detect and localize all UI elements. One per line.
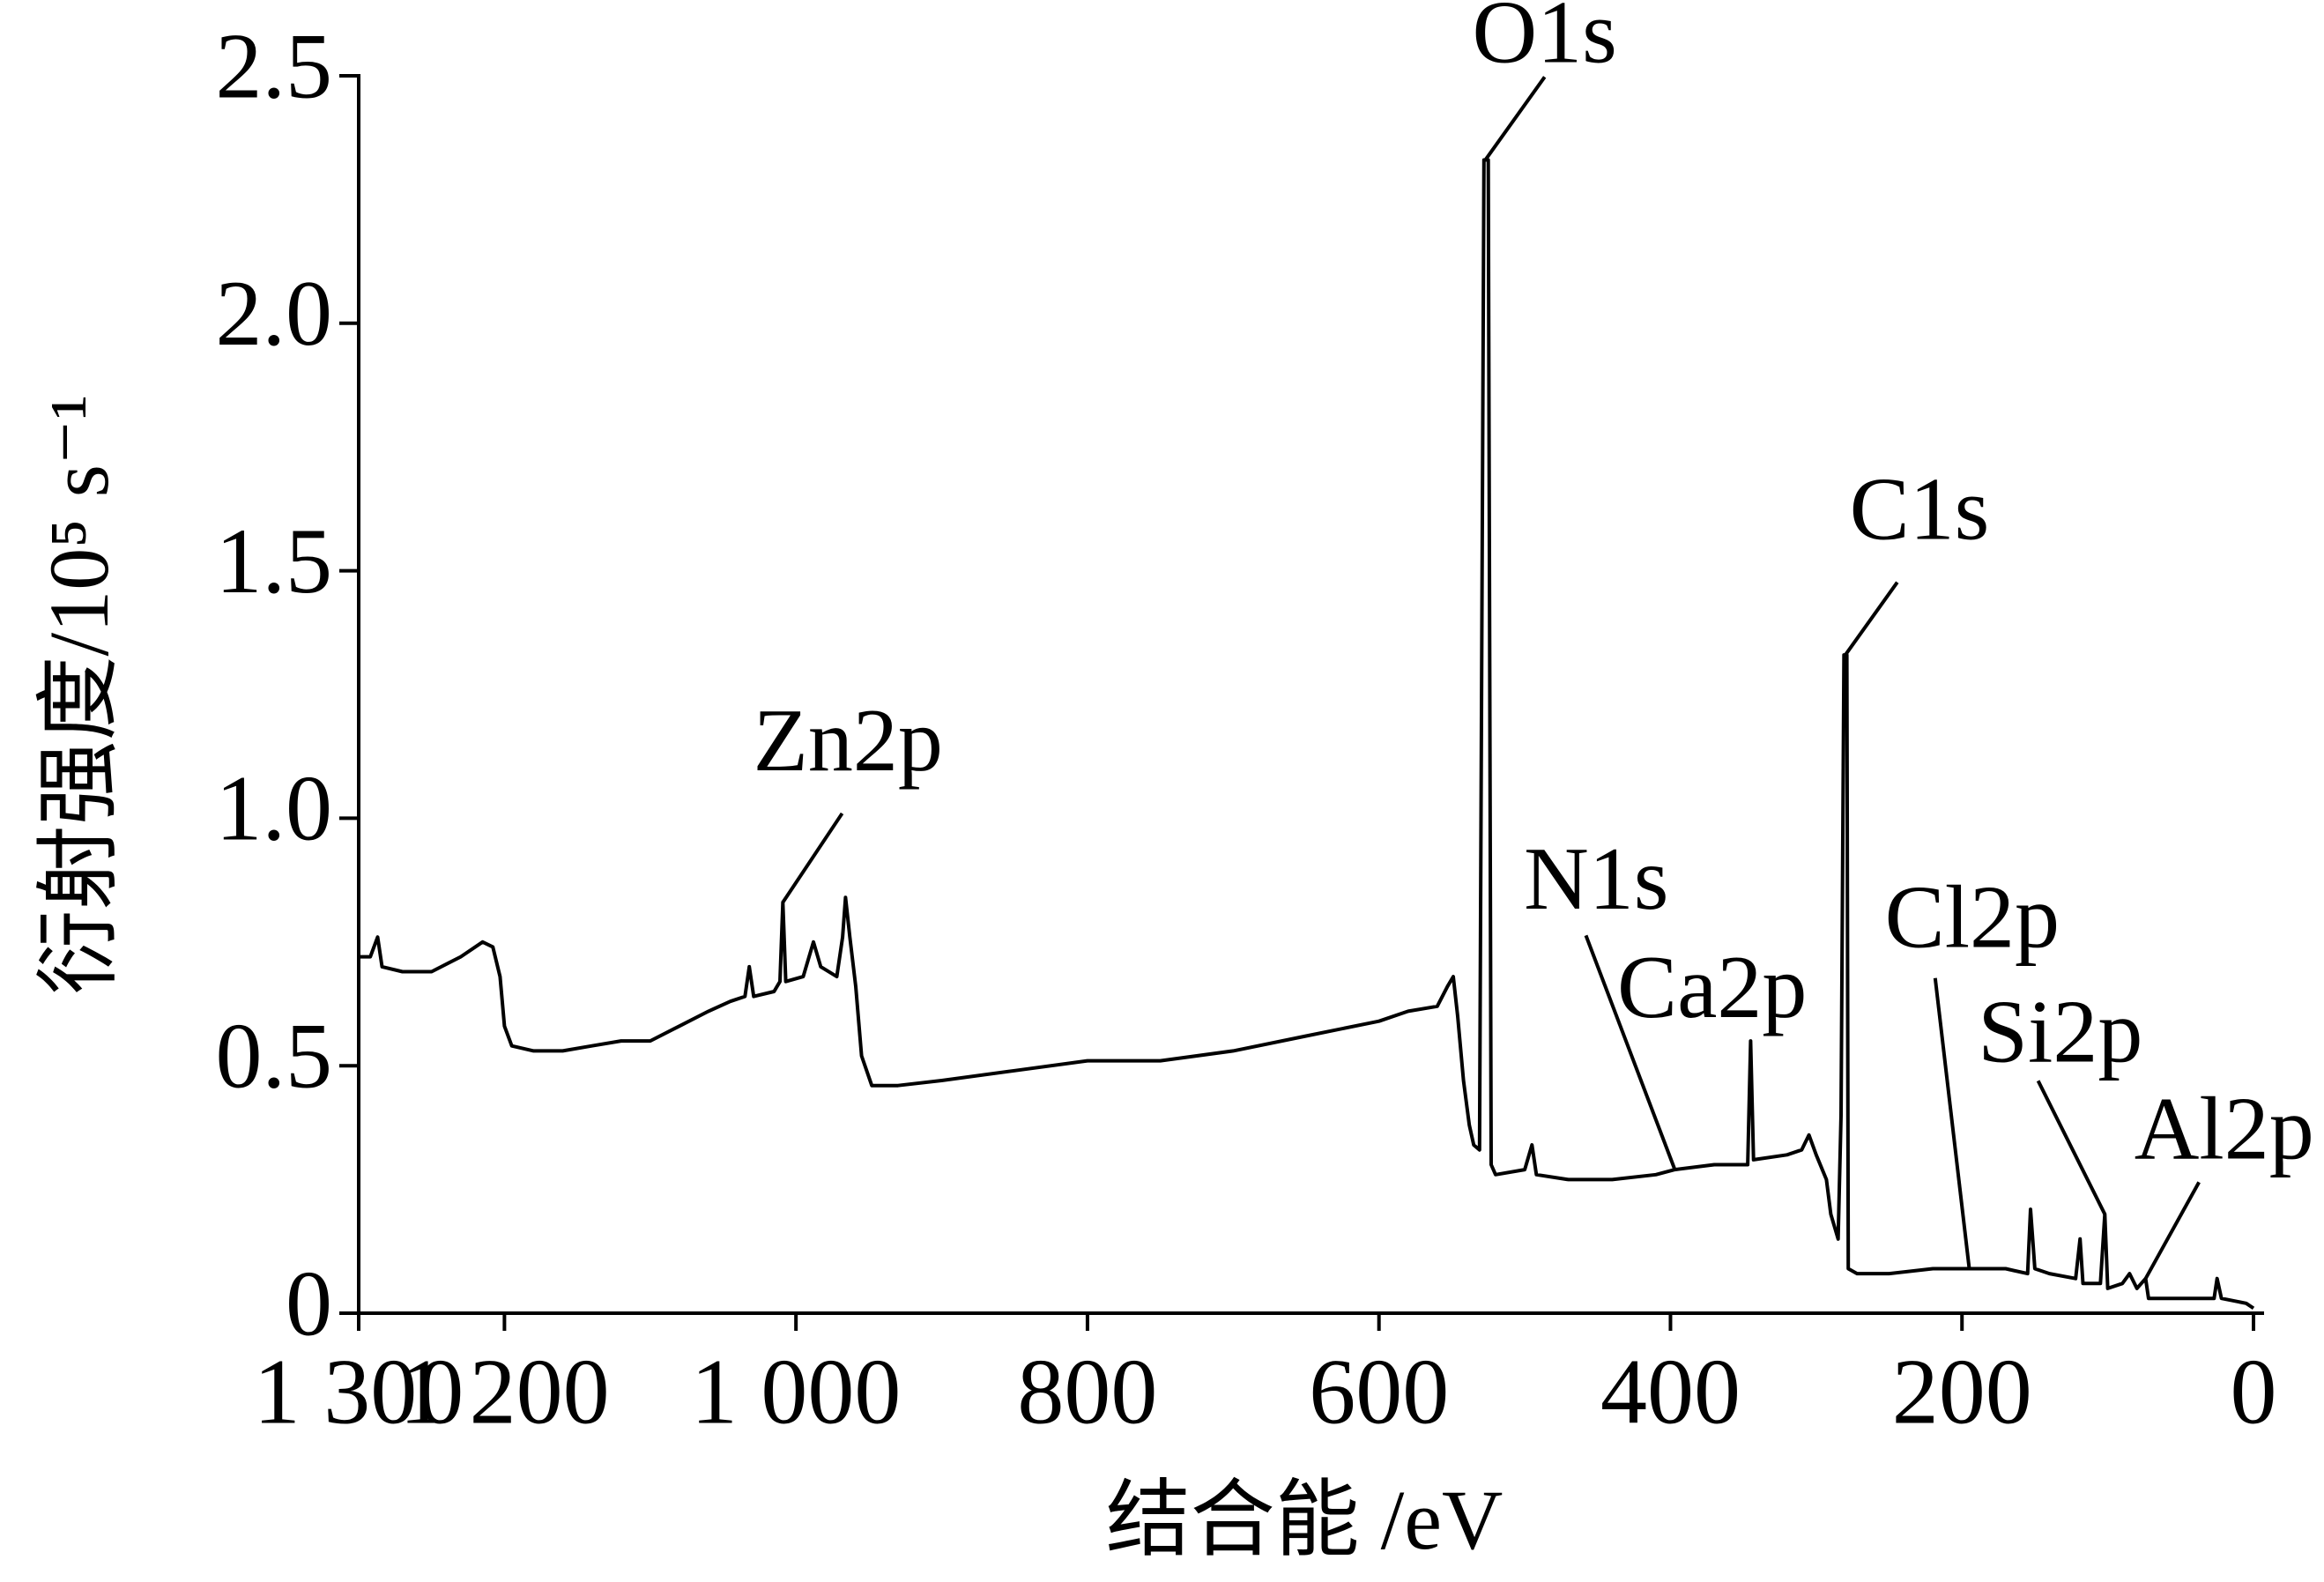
x-tick-label: 1 000 — [691, 1340, 902, 1443]
annotation-leader — [2036, 1080, 2107, 1215]
y-axis-label: 衍射强度/10⁵ s⁻¹ — [32, 395, 126, 995]
x-tick-label: 200 — [1892, 1340, 2032, 1443]
annotation-label: Al2p — [2135, 1079, 2314, 1178]
annotation-leader — [781, 812, 844, 903]
spectrum-line — [359, 158, 2255, 1311]
y-tick-label: 2.0 — [216, 262, 333, 365]
annotation-label: N1s — [1524, 829, 1668, 929]
x-tick-label: 600 — [1309, 1340, 1449, 1443]
y-tick-label: 1.0 — [216, 757, 333, 860]
annotation-leader — [1584, 934, 1677, 1170]
annotation-label: Si2p — [1978, 982, 2142, 1081]
annotation-leader — [1933, 977, 1971, 1269]
annotation-leader — [1483, 76, 1547, 161]
x-tick-label: 400 — [1600, 1340, 1741, 1443]
y-tick-label: 0 — [286, 1251, 332, 1355]
annotation-label: Ca2p — [1617, 938, 1807, 1037]
annotation-label: C1s — [1850, 460, 1990, 560]
x-tick-label: 1 200 — [399, 1340, 610, 1443]
x-tick-label: 1 300 — [254, 1340, 464, 1443]
x-tick-label: 0 — [2231, 1340, 2277, 1443]
annotation-label: Zn2p — [754, 691, 943, 791]
y-tick-label: 1.5 — [216, 509, 333, 613]
annotation-label: O1s — [1473, 0, 1617, 82]
y-tick-label: 0.5 — [216, 1005, 333, 1108]
annotation-leader — [1844, 581, 1899, 657]
annotation-label: Cl2p — [1885, 867, 2060, 967]
annotation-leader — [2143, 1181, 2201, 1280]
y-tick-label: 2.5 — [216, 14, 333, 117]
x-tick-label: 800 — [1017, 1340, 1157, 1443]
x-axis-label: 结合能 /eV — [1106, 1473, 1504, 1567]
